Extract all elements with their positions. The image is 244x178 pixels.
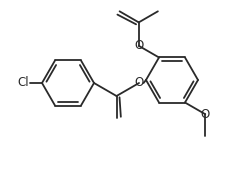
Text: O: O: [134, 77, 144, 90]
Text: O: O: [134, 39, 143, 52]
Text: Cl: Cl: [17, 77, 29, 90]
Text: O: O: [201, 108, 210, 121]
